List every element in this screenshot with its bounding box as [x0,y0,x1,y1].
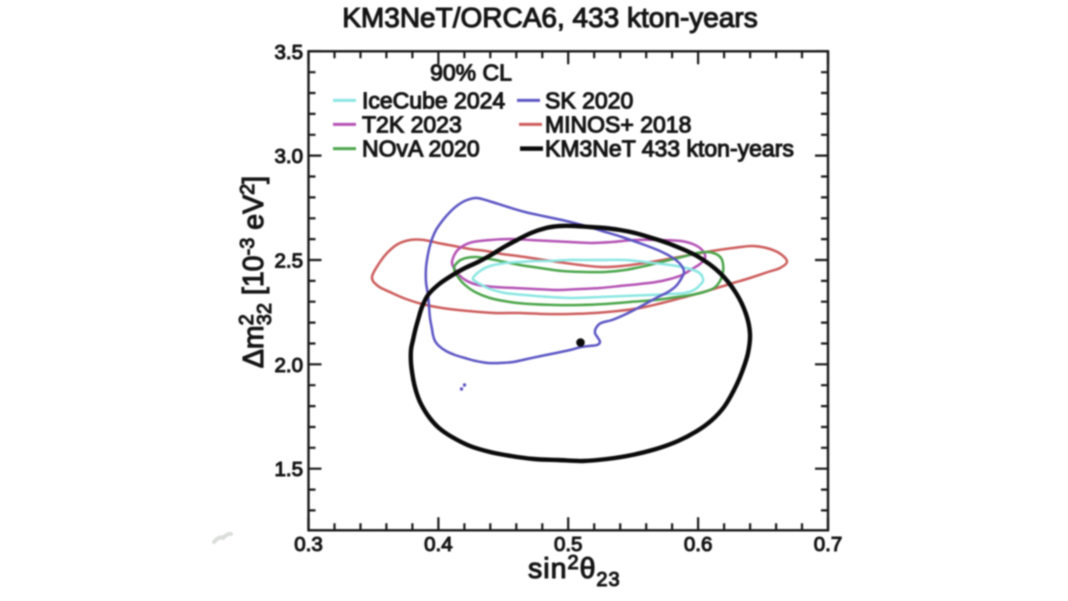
svg-text:Δm232 [10-3 eV2]: Δm232 [10-3 eV2] [236,176,276,368]
svg-text:MINOS+ 2018: MINOS+ 2018 [545,111,691,137]
svg-text:NOvA 2020: NOvA 2020 [362,136,480,162]
svg-text:0.3: 0.3 [294,533,323,556]
svg-text:0.7: 0.7 [814,533,843,556]
svg-text:3.5: 3.5 [275,41,304,64]
svg-text:KM3NeT/ORCA6, 433 kton-years: KM3NeT/ORCA6, 433 kton-years [342,2,758,33]
svg-text:0.4: 0.4 [424,533,453,556]
svg-text:2.0: 2.0 [275,354,304,377]
svg-text:2.5: 2.5 [275,250,304,273]
svg-text:T2K 2023: T2K 2023 [362,111,462,137]
svg-text:IceCube 2024: IceCube 2024 [362,87,505,113]
svg-text:0.5: 0.5 [554,533,583,556]
svg-text:3.0: 3.0 [275,145,304,168]
svg-text:KM3NeT 433 kton-years: KM3NeT 433 kton-years [545,136,794,162]
svg-text:90% CL: 90% CL [430,60,512,86]
svg-text:0.6: 0.6 [684,533,713,556]
svg-text:SK 2020: SK 2020 [545,87,633,113]
svg-text:1.5: 1.5 [275,458,304,481]
